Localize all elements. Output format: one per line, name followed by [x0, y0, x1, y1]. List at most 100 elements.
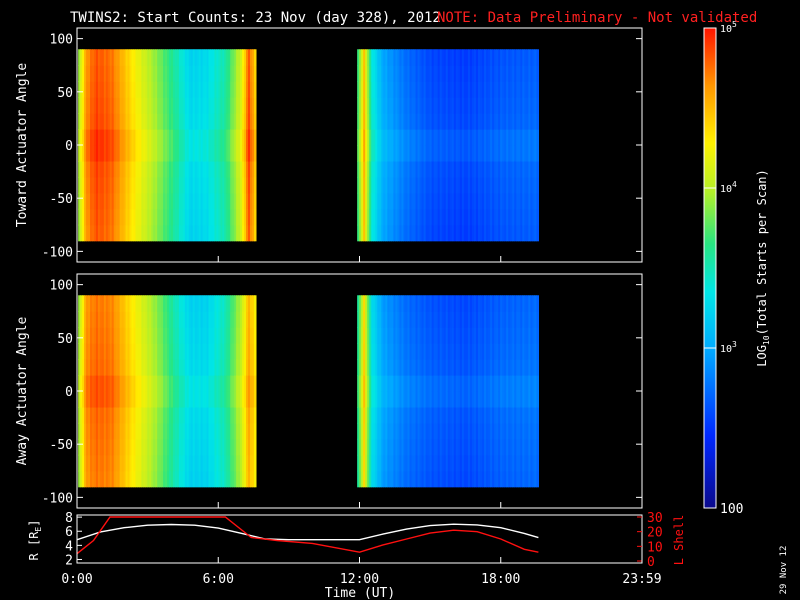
- heatmap-cell: [461, 295, 465, 312]
- heatmap-cell: [131, 327, 135, 344]
- heatmap-cell: [397, 343, 401, 360]
- x-tick-label: 6:00: [203, 572, 234, 587]
- heatmap-cell: [155, 97, 158, 114]
- heatmap-cell: [502, 295, 505, 312]
- heatmap-cell: [147, 145, 150, 162]
- heatmap-cell: [498, 359, 501, 376]
- heatmap-cell: [431, 375, 435, 392]
- heatmap-cell: [357, 470, 360, 488]
- heatmap-cell: [184, 81, 188, 98]
- heatmap-cell: [157, 49, 160, 66]
- heatmap-cell: [403, 192, 407, 210]
- heatmap-cell: [536, 65, 540, 82]
- heatmap-cell: [498, 65, 501, 82]
- heatmap-cell: [117, 422, 121, 440]
- heatmap-cell: [473, 327, 477, 344]
- heatmap-cell: [381, 224, 384, 242]
- heatmap-cell: [423, 438, 427, 456]
- heatmap-cell: [532, 97, 535, 114]
- heatmap-cell: [103, 422, 107, 440]
- heatmap-cell: [383, 359, 386, 376]
- heatmap-cell: [457, 359, 461, 376]
- heatmap-cell: [514, 295, 517, 312]
- heatmap-cell: [443, 438, 447, 456]
- heatmap-cell: [232, 224, 235, 242]
- heatmap-cell: [371, 81, 374, 98]
- heatmap-cell: [397, 295, 401, 312]
- heatmap-cell: [198, 438, 202, 456]
- heatmap-cell: [389, 65, 392, 82]
- heatmap-cell: [111, 343, 115, 360]
- heatmap-cell: [445, 97, 449, 114]
- heatmap-cell: [228, 359, 231, 376]
- heatmap-cell: [443, 295, 447, 312]
- heatmap-cell: [226, 327, 229, 344]
- heatmap-cell: [151, 295, 154, 312]
- heatmap-cell: [496, 343, 499, 360]
- heatmap-cell: [401, 224, 405, 242]
- heatmap-cell: [510, 422, 513, 440]
- heatmap-cell: [141, 391, 144, 408]
- heatmap-cell: [381, 129, 384, 146]
- heatmap-cell: [226, 208, 229, 226]
- heatmap-cell: [451, 391, 455, 408]
- heatmap-cell: [161, 311, 164, 328]
- heatmap-cell: [457, 97, 461, 114]
- heatmap-cell: [88, 470, 91, 488]
- heatmap-cell: [161, 160, 164, 178]
- heatmap-cell: [224, 438, 227, 456]
- heatmap-cell: [248, 81, 251, 98]
- heatmap-cell: [373, 422, 376, 440]
- heatmap-cell: [186, 192, 190, 210]
- heatmap-cell: [528, 295, 531, 312]
- heatmap-cell: [186, 208, 190, 226]
- heatmap-cell: [99, 438, 103, 456]
- heatmap-cell: [86, 81, 89, 98]
- heatmap-cell: [176, 327, 180, 344]
- heatmap-cell: [393, 145, 397, 162]
- heatmap-cell: [188, 65, 192, 82]
- heatmap-cell: [457, 224, 461, 242]
- heatmap-cell: [490, 160, 493, 178]
- heatmap-cell: [127, 359, 131, 376]
- heatmap-cell: [508, 470, 511, 488]
- heatmap-cell: [469, 208, 473, 226]
- heatmap-cell: [385, 359, 388, 376]
- heatmap-cell: [480, 97, 483, 114]
- heatmap-cell: [459, 145, 463, 162]
- heatmap-cell: [435, 454, 439, 472]
- heatmap-cell: [516, 311, 519, 328]
- heatmap-cell: [194, 359, 198, 376]
- heatmap-cell: [192, 145, 196, 162]
- heatmap-cell: [465, 391, 469, 408]
- heatmap-cell: [443, 406, 447, 424]
- heatmap-cell: [518, 343, 521, 360]
- heatmap-cell: [220, 97, 223, 114]
- heatmap-cell: [184, 97, 188, 114]
- heatmap-cell: [145, 49, 148, 66]
- heatmap-cell: [92, 81, 95, 98]
- heatmap-cell: [198, 422, 202, 440]
- heatmap-cell: [475, 192, 479, 210]
- heatmap-cell: [377, 49, 380, 66]
- heatmap-cell: [473, 375, 477, 392]
- heatmap-cell: [441, 327, 445, 344]
- heatmap-cell: [459, 375, 463, 392]
- heatmap-cell: [431, 145, 435, 162]
- heatmap-cell: [82, 343, 85, 360]
- heatmap-cell: [101, 391, 105, 408]
- heatmap-cell: [530, 224, 533, 242]
- heatmap-cell: [93, 422, 97, 440]
- heatmap-cell: [421, 375, 425, 392]
- heatmap-cell: [208, 176, 212, 194]
- heatmap-cell: [157, 113, 160, 130]
- heatmap-cell: [490, 192, 493, 210]
- heatmap-cell: [103, 81, 107, 98]
- heatmap-cell: [419, 375, 423, 392]
- heatmap-cell: [465, 375, 469, 392]
- heatmap-cell: [178, 359, 182, 376]
- heatmap-cell: [471, 208, 475, 226]
- heatmap-cell: [363, 160, 366, 178]
- heatmap-cell: [196, 454, 200, 472]
- heatmap-cell: [447, 192, 451, 210]
